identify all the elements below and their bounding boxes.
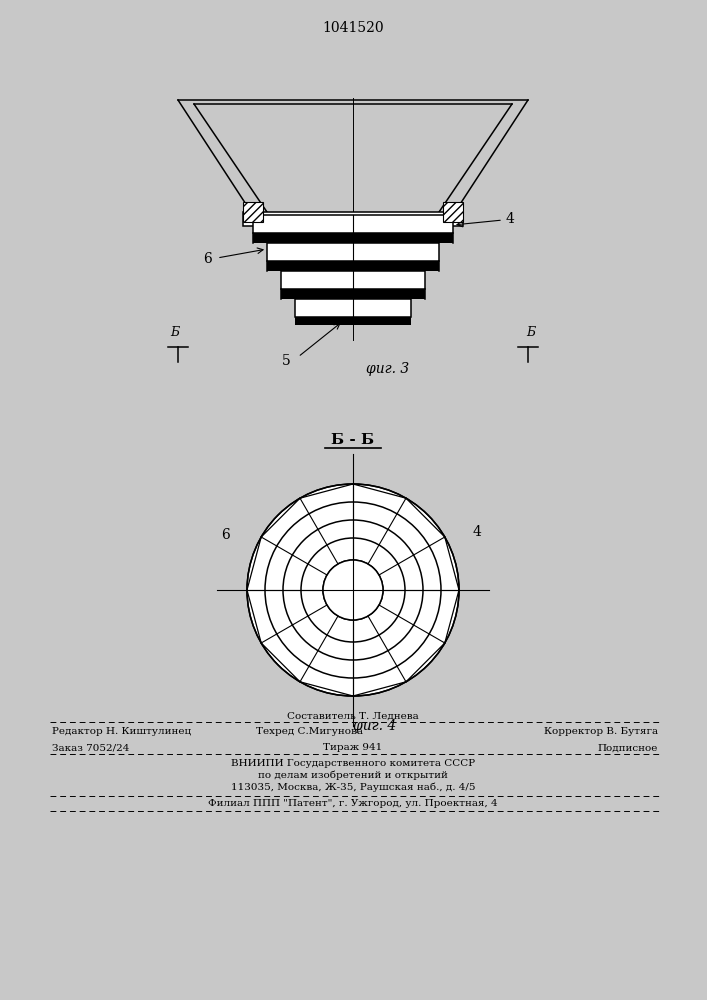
Bar xyxy=(281,271,425,289)
Bar xyxy=(243,212,463,226)
Bar xyxy=(253,233,453,243)
Text: ВНИИПИ Государственного комитета СССР: ВНИИПИ Государственного комитета СССР xyxy=(231,758,475,768)
Bar xyxy=(281,289,425,299)
Text: Б - Б: Б - Б xyxy=(332,433,375,447)
Circle shape xyxy=(247,484,459,696)
Bar xyxy=(243,202,263,222)
Text: Б: Б xyxy=(527,326,536,339)
Text: 5: 5 xyxy=(282,354,291,368)
Text: 4: 4 xyxy=(506,212,515,226)
Text: по делам изобретений и открытий: по делам изобретений и открытий xyxy=(258,770,448,780)
Bar xyxy=(443,202,463,222)
Text: φиг. 4: φиг. 4 xyxy=(354,719,397,733)
Text: Составитель Т. Леднева: Составитель Т. Леднева xyxy=(287,712,419,720)
Text: Редактор Н. Киштулинец: Редактор Н. Киштулинец xyxy=(52,726,192,736)
Text: 6: 6 xyxy=(203,252,212,266)
Text: Тираж 941: Тираж 941 xyxy=(323,744,382,752)
Text: Филиал ППП "Патент", г. Ужгород, ул. Проектная, 4: Филиал ППП "Патент", г. Ужгород, ул. Про… xyxy=(208,798,498,808)
Text: 1041520: 1041520 xyxy=(322,21,384,35)
Text: φиг. 3: φиг. 3 xyxy=(366,362,409,376)
Text: Корректор В. Бутяга: Корректор В. Бутяга xyxy=(544,726,658,736)
Text: 6: 6 xyxy=(221,528,229,542)
Bar xyxy=(295,317,411,325)
Text: Подписное: Подписное xyxy=(597,744,658,752)
Text: Техред С.Мигунова: Техред С.Мигунова xyxy=(257,726,363,736)
Text: 4: 4 xyxy=(472,525,481,539)
Bar xyxy=(253,215,453,233)
Text: Б: Б xyxy=(170,326,180,339)
Text: 113035, Москва, Ж-35, Раушская наб., д. 4/5: 113035, Москва, Ж-35, Раушская наб., д. … xyxy=(230,782,475,792)
Circle shape xyxy=(323,560,383,620)
Bar xyxy=(267,243,439,261)
Text: Заказ 7052/24: Заказ 7052/24 xyxy=(52,744,129,752)
Bar xyxy=(267,261,439,271)
Bar xyxy=(295,299,411,317)
